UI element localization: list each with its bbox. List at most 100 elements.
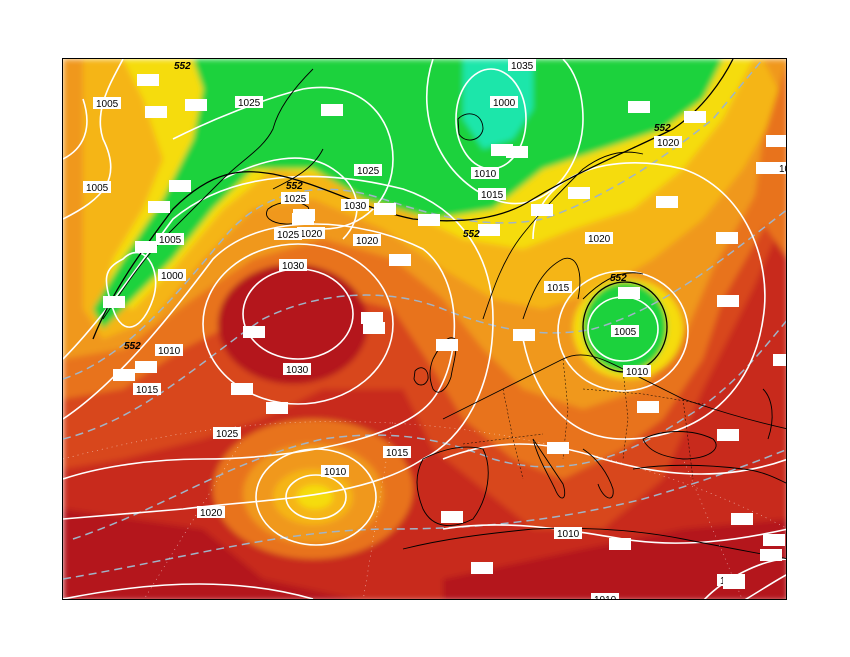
svg-text:1000: 1000 <box>493 98 516 109</box>
svg-text:1005: 1005 <box>86 183 109 194</box>
svg-text:-10: -10 <box>366 324 381 335</box>
svg-text:-25: -25 <box>687 113 702 124</box>
svg-text:-25: -25 <box>151 203 166 214</box>
isotherm-label: -15 <box>716 232 738 245</box>
svg-text:1010: 1010 <box>594 595 617 600</box>
svg-text:1015: 1015 <box>136 385 159 396</box>
isobar-label: 1000 <box>490 96 518 109</box>
isotherm-label: -25 <box>418 214 440 227</box>
coastlines <box>102 68 786 560</box>
isotherm-label: -25 <box>135 241 157 254</box>
isotherm-label: -10 <box>760 549 782 562</box>
geopotential-labels: 552 552 552 552 552 552 <box>124 61 671 352</box>
isotherm-label: -15 <box>547 442 569 455</box>
svg-text:-15: -15 <box>550 444 565 455</box>
isobar-label: 1005 <box>156 233 184 246</box>
svg-text:1025: 1025 <box>357 166 380 177</box>
isotherm-label: -20 <box>513 329 535 342</box>
isobar-label: 1005 <box>83 181 111 194</box>
isobar-label: 1015 <box>383 446 411 459</box>
isobar-label: 1030 <box>283 363 311 376</box>
isobar-label: 1005 <box>611 325 639 338</box>
isotherm-label: -30 <box>321 104 343 117</box>
svg-text:1010: 1010 <box>626 367 649 378</box>
svg-text:552: 552 <box>174 61 191 72</box>
svg-text:-20: -20 <box>140 76 155 87</box>
svg-text:-10: -10 <box>269 404 284 415</box>
isotherm-label: -10 <box>113 369 135 382</box>
svg-text:1035: 1035 <box>511 61 534 72</box>
isotherm-label: -10 <box>609 538 631 551</box>
isotherm-label: -15 <box>717 295 739 308</box>
svg-text:1000: 1000 <box>161 271 184 282</box>
svg-text:552: 552 <box>463 229 480 240</box>
temperature-fill <box>63 59 786 599</box>
isotherm-label: -15 <box>756 162 778 175</box>
isotherm-label: -25 <box>374 203 396 216</box>
svg-text:1020: 1020 <box>300 229 323 240</box>
svg-text:-15: -15 <box>720 297 735 308</box>
isotherm-label: -15 <box>436 339 458 352</box>
svg-text:-10: -10 <box>116 371 131 382</box>
isobar-label: 1010 <box>591 593 619 600</box>
isotherm-label: -20 <box>628 101 650 114</box>
isobar-label: 1025 <box>274 228 302 241</box>
svg-text:-25: -25 <box>481 226 496 237</box>
isotherm-label: -10 <box>731 513 753 526</box>
geopotential-label: 552 <box>124 341 141 352</box>
isobar-label: 1030 <box>279 259 307 272</box>
svg-text:-15: -15 <box>148 108 163 119</box>
svg-text:1010: 1010 <box>158 346 181 357</box>
isotherm-label: -30 <box>506 146 528 159</box>
isotherm-label: -20 <box>656 196 678 209</box>
svg-text:1030: 1030 <box>344 201 367 212</box>
weather-map: 1005 1005 1005 1005 1000 1000 1010 1010 1010 1010… <box>62 58 787 600</box>
isobar-label: 1020 <box>297 227 325 240</box>
svg-text:-20: -20 <box>494 146 509 157</box>
svg-text:-20: -20 <box>659 198 674 209</box>
isotherm-label: -10 <box>763 534 785 547</box>
map-canvas: 1005 1005 1005 1005 1000 1000 1010 1010 1010 1010… <box>63 59 787 600</box>
svg-text:-25: -25 <box>421 216 436 227</box>
geopotential-label: 552 <box>174 61 191 72</box>
isobar-label: 1020 <box>585 232 613 245</box>
svg-text:-20: -20 <box>106 298 121 309</box>
svg-text:-15: -15 <box>719 234 734 245</box>
svg-text:-10: -10 <box>444 513 459 524</box>
isobar-label: 1015 <box>133 383 161 396</box>
svg-text:1020: 1020 <box>200 508 223 519</box>
isobar-label: 1025 <box>213 427 241 440</box>
svg-text:-20: -20 <box>631 103 646 114</box>
geopotential-label: 552 <box>286 181 303 192</box>
isobar-label: 1015 <box>478 188 506 201</box>
svg-text:1030: 1030 <box>282 261 305 272</box>
svg-text:-10: -10 <box>364 314 379 325</box>
isobar-label: 1000 <box>158 269 186 282</box>
svg-text:-26: -26 <box>621 289 636 300</box>
isotherm-label: -20 <box>137 74 159 87</box>
svg-text:1010: 1010 <box>557 529 580 540</box>
svg-text:-15: -15 <box>720 431 735 442</box>
isobar-label: 1010 <box>471 167 499 180</box>
isotherm-label: -26 <box>618 287 640 300</box>
geopotential-label: 552 <box>610 273 627 284</box>
isobar-label: 1035 <box>508 59 536 72</box>
svg-text:-20: -20 <box>516 331 531 342</box>
isobar-label: 1005 <box>93 97 121 110</box>
isobar-label: 100 <box>776 162 786 175</box>
svg-text:-15: -15 <box>776 356 787 367</box>
svg-text:1010: 1010 <box>324 467 347 478</box>
isotherm-label: -15 <box>293 209 315 222</box>
svg-text:1010: 1010 <box>474 169 497 180</box>
isobar-labels: 1005 1005 1005 1005 1000 1000 1010 1010 1010 1010… <box>83 59 786 600</box>
svg-text:1020: 1020 <box>588 234 611 245</box>
svg-text:-30: -30 <box>324 106 339 117</box>
isotherm-label: -10 <box>231 383 253 396</box>
isotherm-label: -20 <box>531 204 553 217</box>
isotherm-label: -30 <box>169 180 191 193</box>
isobar-label: 1010 <box>554 527 582 540</box>
isotherm-label: -10 <box>363 322 385 335</box>
geopotential-label: 552 <box>463 229 480 240</box>
svg-text:552: 552 <box>610 273 627 284</box>
svg-text:1015: 1015 <box>481 190 504 201</box>
